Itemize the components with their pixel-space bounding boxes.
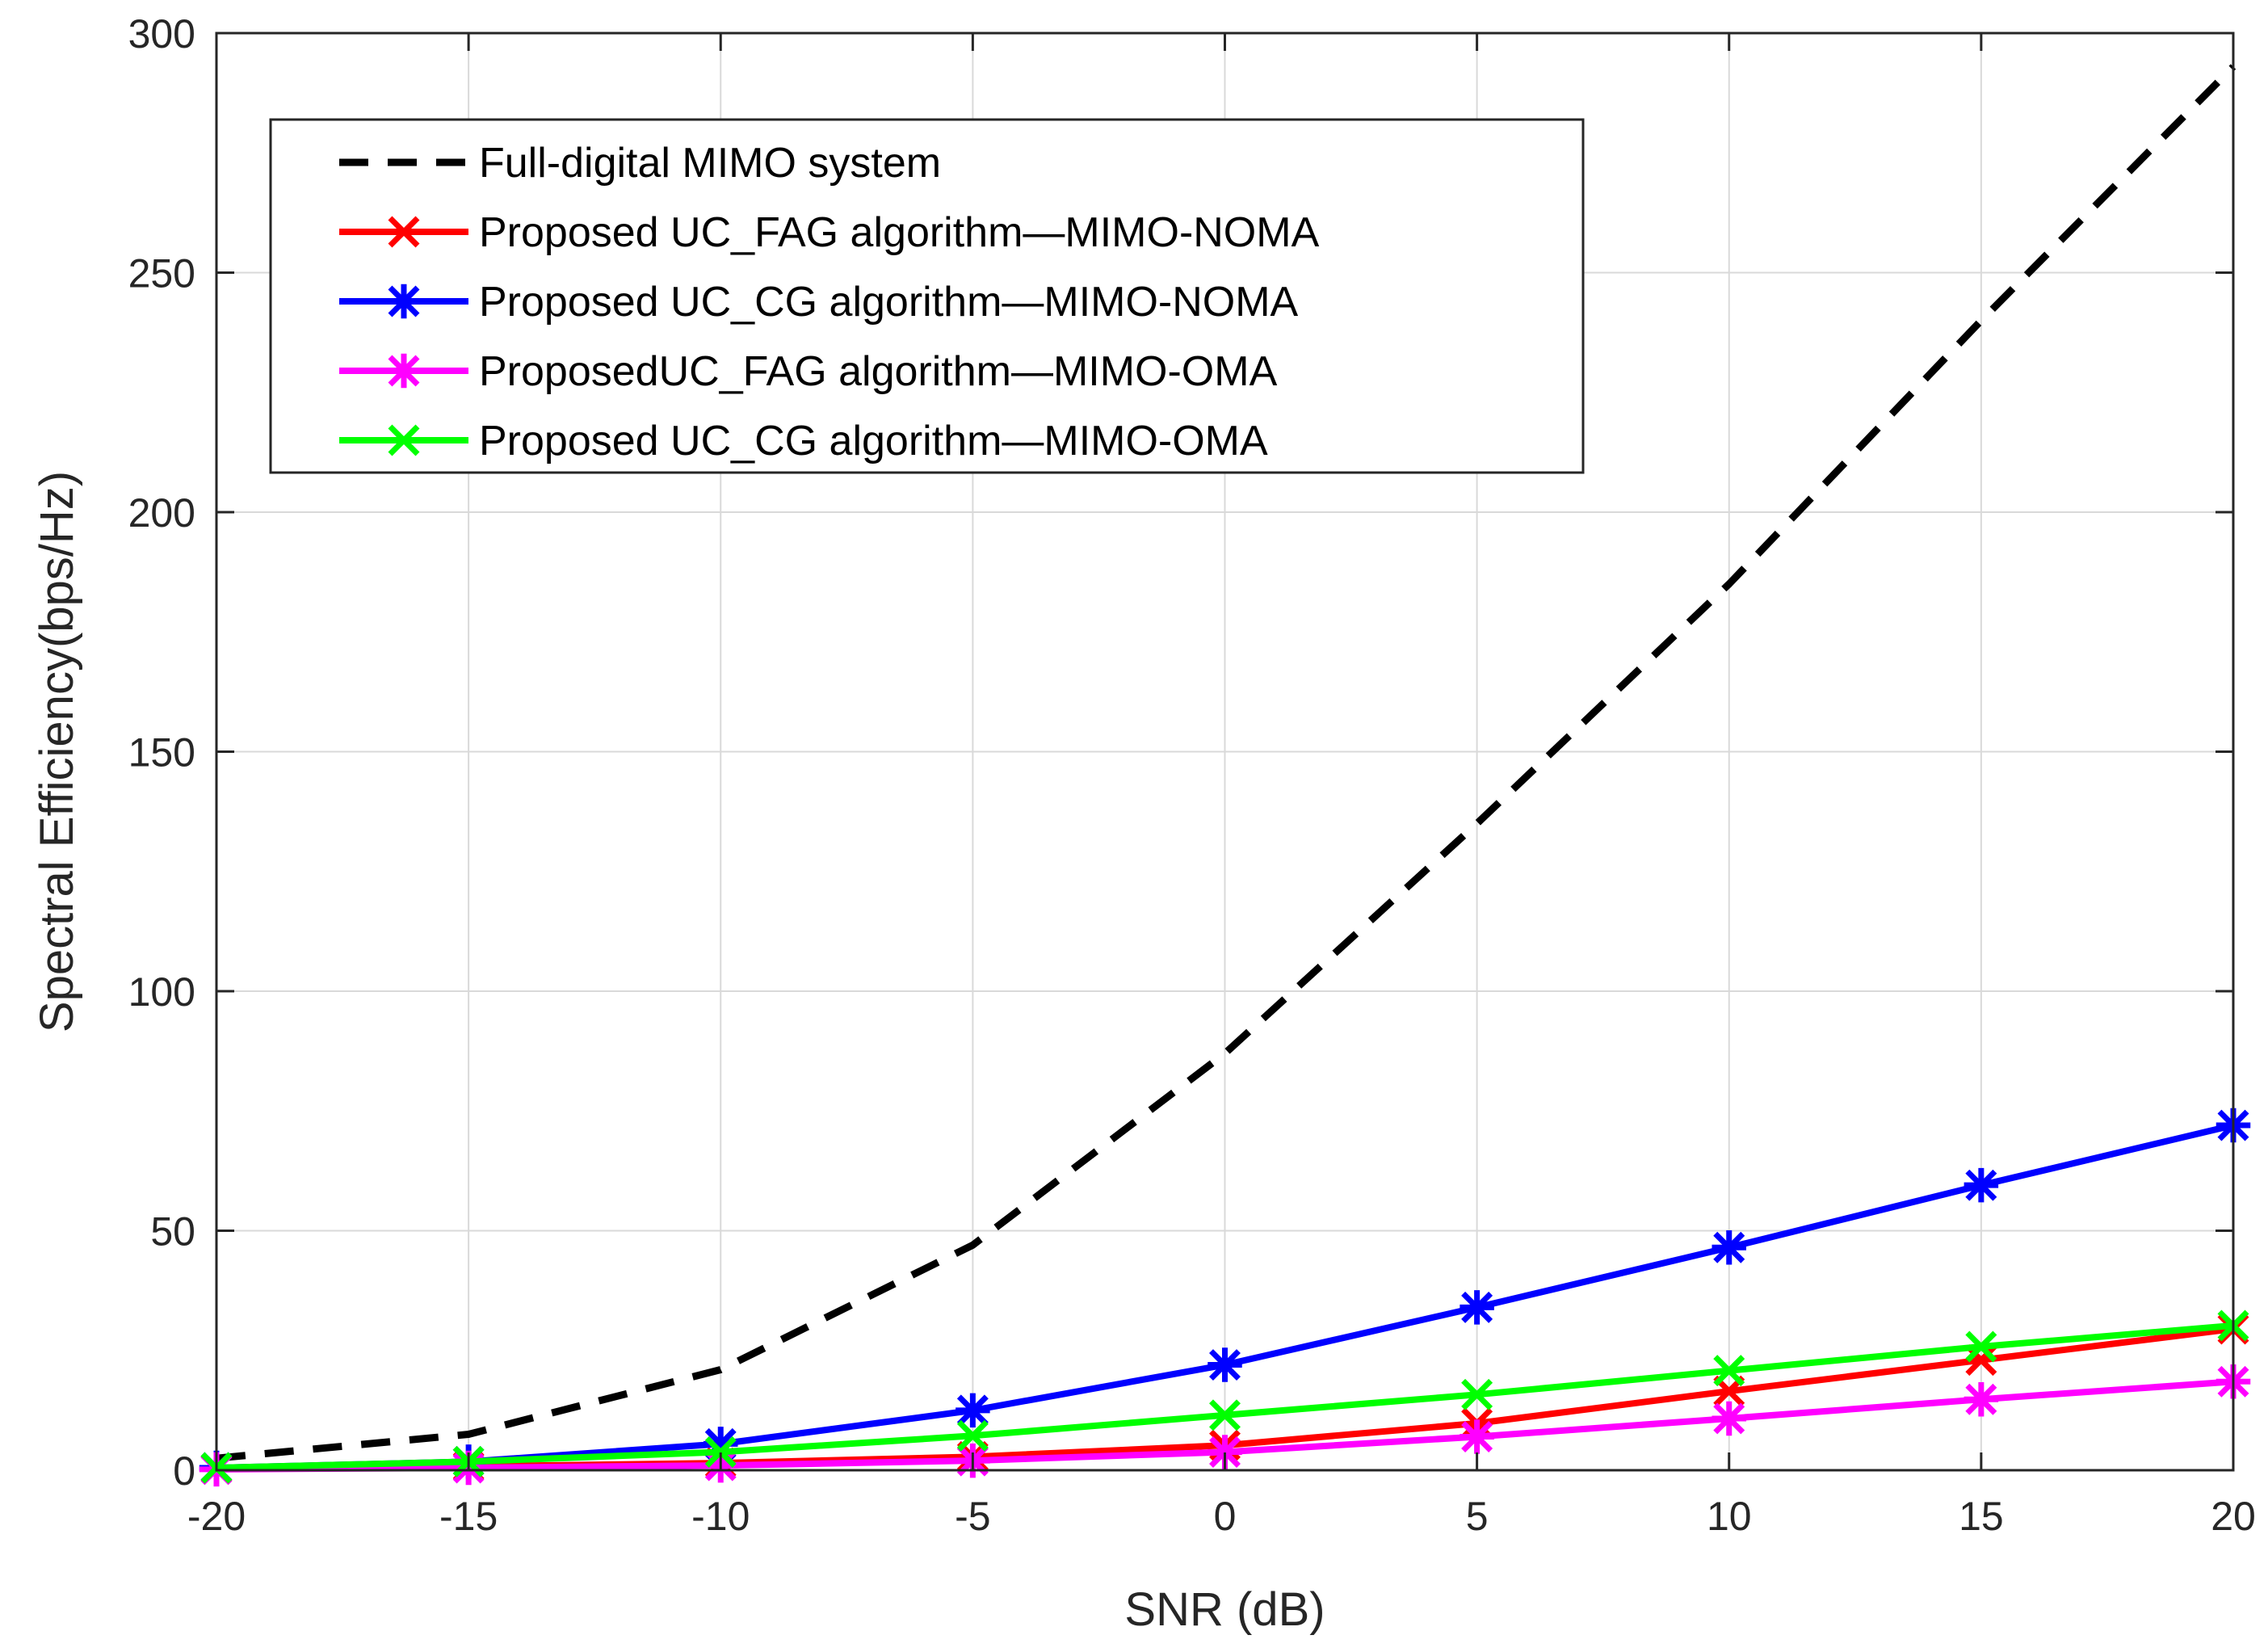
legend-box	[269, 118, 1585, 474]
data-point	[1713, 1355, 1745, 1387]
y-axis-label: Spectral Efficiency(bps/Hz)	[31, 471, 83, 1032]
legend-label: Full-digital MIMO system	[479, 140, 941, 187]
data-point-marker	[1965, 1344, 1997, 1377]
data-point	[1965, 1344, 1997, 1377]
data-point	[1712, 1401, 1746, 1436]
data-point-marker	[1713, 1355, 1745, 1387]
data-point	[956, 1419, 989, 1452]
data-point-marker	[704, 1436, 737, 1468]
x-axis-label: SNR (dB)	[1124, 1583, 1325, 1636]
y-tick-label: 250	[128, 251, 195, 296]
series-line	[216, 64, 2236, 1462]
data-point	[1460, 1290, 1494, 1325]
data-point-marker	[956, 1419, 989, 1452]
data-point	[1208, 1435, 1242, 1469]
series-proposed-uc-cg-algorithm-mimo-oma	[200, 1309, 2249, 1484]
y-tick-label: 300	[128, 11, 195, 57]
legend-entry-proposed-uc-cg-algorithm-mimo-oma: Proposed UC_CG algorithm—MIMO-OMA	[339, 418, 1268, 464]
legend: Full-digital MIMO system Proposed UC_FAG …	[269, 118, 1585, 474]
data-point	[1712, 1230, 1746, 1265]
x-tick-label: -20	[187, 1494, 246, 1539]
x-tick-label: -15	[439, 1494, 498, 1539]
data-point	[1209, 1399, 1241, 1431]
data-point	[1208, 1347, 1242, 1382]
data-point-marker	[1965, 1330, 1997, 1363]
legend-label: Proposed UC_CG algorithm—MIMO-OMA	[479, 418, 1268, 464]
y-tick-label: 0	[173, 1448, 195, 1494]
x-tick-label: 0	[1214, 1494, 1237, 1539]
legend-entry-full-digital-mimo-system: Full-digital MIMO system	[339, 140, 941, 187]
data-point	[1965, 1330, 1997, 1363]
data-point	[1461, 1378, 1493, 1410]
x-tick-label: 15	[1959, 1494, 2004, 1539]
data-point-marker	[1461, 1378, 1493, 1410]
legend-marker	[388, 424, 420, 456]
legend-entry-proposed-uc-cg-algorithm-mimo-noma: Proposed UC_CG algorithm—MIMO-NOMA	[339, 279, 1299, 326]
series-layer	[199, 64, 2251, 1487]
legend-label: Proposed UC_CG algorithm—MIMO-NOMA	[479, 279, 1299, 326]
legend-marker	[388, 216, 420, 248]
y-tick-label: 150	[128, 730, 195, 776]
legend-label: ProposedUC_FAG algorithm—MIMO-OMA	[479, 348, 1278, 395]
x-tick-label: 20	[2211, 1494, 2256, 1539]
x-tick-label: -10	[691, 1494, 750, 1539]
y-tick-label: 200	[128, 490, 195, 536]
data-point	[1964, 1167, 1999, 1203]
data-point	[956, 1393, 990, 1428]
x-tick-label: 5	[1466, 1494, 1489, 1539]
y-tick-label: 50	[150, 1209, 195, 1255]
data-point	[1964, 1381, 1999, 1417]
x-tick-label: 10	[1707, 1494, 1752, 1539]
x-tick-label: -5	[955, 1494, 990, 1539]
legend-label: Proposed UC_FAG algorithm—MIMO-NOMA	[479, 209, 1320, 256]
legend-entry-proposeduc-fag-algorithm-mimo-oma: ProposedUC_FAG algorithm—MIMO-OMA	[339, 348, 1278, 395]
legend-entry-proposed-uc-fag-algorithm-mimo-noma: Proposed UC_FAG algorithm—MIMO-NOMA	[339, 209, 1320, 256]
data-point	[704, 1436, 737, 1468]
series-full-digital-mimo-system	[216, 64, 2236, 1462]
y-tick-label: 100	[128, 969, 195, 1015]
data-point	[1460, 1419, 1494, 1454]
data-point-marker	[1209, 1399, 1241, 1431]
